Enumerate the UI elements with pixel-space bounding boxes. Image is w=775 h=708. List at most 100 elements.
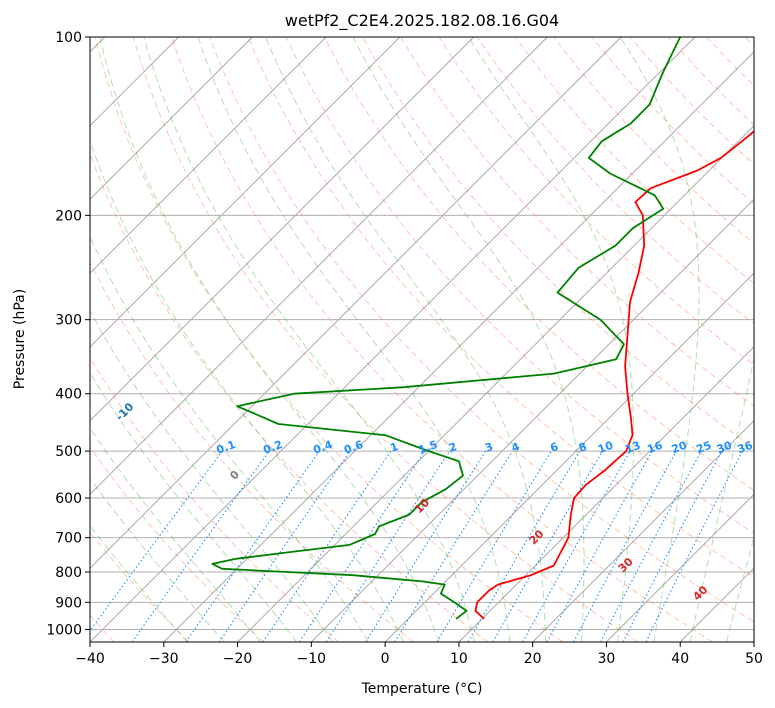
- isotherm-line: [90, 37, 696, 642]
- y-axis-ticks: 100 200 300 400 500 600 700 800 900 1000: [46, 30, 90, 638]
- mixing-ratio-label: 13: [623, 439, 642, 456]
- moist-adiabat-line: [265, 37, 547, 642]
- mixing-ratio-line: [299, 450, 426, 642]
- moist-adiabat-line: [90, 139, 405, 642]
- x-tick-label: 20: [524, 651, 542, 667]
- moist-adiabat-line: [99, 37, 440, 642]
- y-tick-label: 300: [55, 313, 82, 329]
- x-tick-label: −40: [75, 651, 105, 667]
- moist-adiabat-line: [619, 37, 700, 642]
- y-tick-label: 600: [55, 491, 82, 507]
- mixing-ratio-label: 6: [549, 440, 561, 455]
- dry-adiabat-line: [476, 37, 754, 325]
- adiabat-labels: -100-90-80-70-60-50-40-30-20-10010203040…: [113, 400, 755, 603]
- mixing-ratio-line: [522, 450, 631, 642]
- dry-adiabats: [90, 37, 754, 642]
- chart-title: wetPf2_C2E4.2025.182.08.16.G04: [285, 11, 559, 31]
- x-tick-label: 10: [450, 651, 468, 667]
- x-tick-label: 30: [598, 651, 616, 667]
- x-tick-label: 40: [671, 651, 689, 667]
- mixing-ratio-label: 2: [447, 440, 459, 455]
- mixing-ratio-line: [394, 450, 513, 642]
- mixing-ratio-label: 0.4: [311, 438, 334, 457]
- dry-adiabat-line: [285, 37, 754, 534]
- y-tick-label: 900: [55, 595, 82, 611]
- isotherm-line: [310, 198, 754, 642]
- y-tick-label: 500: [55, 444, 82, 460]
- mixing-ratio-line: [645, 450, 743, 642]
- isotherm-line: [90, 37, 327, 274]
- plot-area: -100-90-80-70-60-50-40-30-20-10010203040…: [90, 37, 755, 642]
- isotherm-line: [384, 272, 754, 642]
- dry-adiabat-line: [90, 260, 414, 642]
- mixing-ratio-label: 30: [715, 439, 734, 457]
- moist-adiabats: [90, 37, 754, 642]
- moist-adiabat-line: [689, 356, 754, 642]
- temperature-line: [474, 130, 754, 620]
- y-tick-label: 100: [55, 30, 82, 46]
- x-axis-ticks: −40 −30 −20 −10 0 10 20 30 40 50: [75, 642, 763, 667]
- mixing-ratio-label: 0.1: [215, 438, 238, 457]
- y-tick-label: 800: [55, 565, 82, 581]
- y-tick-label: 200: [55, 208, 82, 224]
- dewpoint-line: [211, 37, 682, 620]
- mixing-ratio-line: [131, 450, 270, 642]
- x-tick-label: −10: [297, 651, 327, 667]
- isotherm-line: [458, 346, 754, 642]
- x-tick-label: 50: [745, 651, 763, 667]
- mixing-ratio-label: 0.2: [261, 438, 284, 457]
- mixing-ratio-label: 36: [736, 439, 755, 457]
- dry-adiabat-line: [90, 446, 265, 642]
- moist-adiabat-line: [90, 371, 297, 642]
- mixing-ratio-label: 20: [670, 439, 689, 457]
- dry-adiabat-line: [247, 37, 754, 578]
- y-tick-label: 1000: [46, 622, 82, 638]
- sounding-series: [211, 37, 754, 620]
- x-axis-label: Temperature (°C): [361, 681, 483, 697]
- mixing-ratio-line: [90, 450, 223, 632]
- dry-adiabat-line: [94, 37, 564, 642]
- moist-adiabat-line: [90, 235, 369, 642]
- moist-adiabat-line: [352, 37, 585, 642]
- isotherm-line: [90, 37, 622, 569]
- moist-adiabat-line: [90, 524, 188, 642]
- dry-adiabat-line: [171, 37, 713, 642]
- moist-adiabat-line: [90, 427, 261, 642]
- dry-adiabat-line: [438, 37, 754, 366]
- mixing-ratio-line: [262, 450, 392, 642]
- mixing-ratio-label: 8: [577, 440, 589, 455]
- dry-adiabat-line: [323, 37, 754, 491]
- mixing-ratio-label: 1.5: [417, 438, 440, 457]
- dry-adiabat-line: [132, 37, 639, 642]
- dry-adiabat-line: [209, 37, 754, 623]
- mixing-ratio-label: 3: [483, 440, 495, 455]
- isotherm-line: [90, 37, 548, 496]
- mixing-ratio-line: [185, 450, 320, 642]
- mixing-ratio-label: 16: [646, 439, 665, 457]
- mixing-ratio-label: 25: [694, 439, 713, 456]
- dry-adiabat-line: [90, 356, 339, 642]
- y-tick-label: 700: [55, 531, 82, 547]
- mixing-ratio-label: 10: [596, 439, 615, 457]
- mixing-ratio-label: 4: [510, 440, 522, 455]
- isotherm-line: [606, 493, 754, 642]
- mixing-ratio-label: 0.6: [342, 438, 365, 457]
- moist-adiabat-line: [90, 477, 225, 642]
- mixing-ratio-line: [546, 450, 653, 642]
- mixing-ratio-line: [218, 450, 351, 642]
- x-tick-label: −30: [149, 651, 179, 667]
- isotherm-lines: [90, 37, 754, 642]
- isotherm-line: [532, 420, 754, 642]
- isotherm-line: [90, 37, 401, 348]
- moist-adiabat-line: [197, 37, 511, 642]
- mixing-ratio-lines: [90, 450, 743, 642]
- isotherm-line: [90, 37, 475, 422]
- mixing-ratio-line: [325, 450, 450, 642]
- x-tick-label: 0: [381, 651, 390, 667]
- x-tick-label: −20: [223, 651, 253, 667]
- dry-adiabat-line: [515, 37, 754, 285]
- isotherm-line: [163, 51, 754, 642]
- mixing-ratio-label: 1: [388, 440, 400, 455]
